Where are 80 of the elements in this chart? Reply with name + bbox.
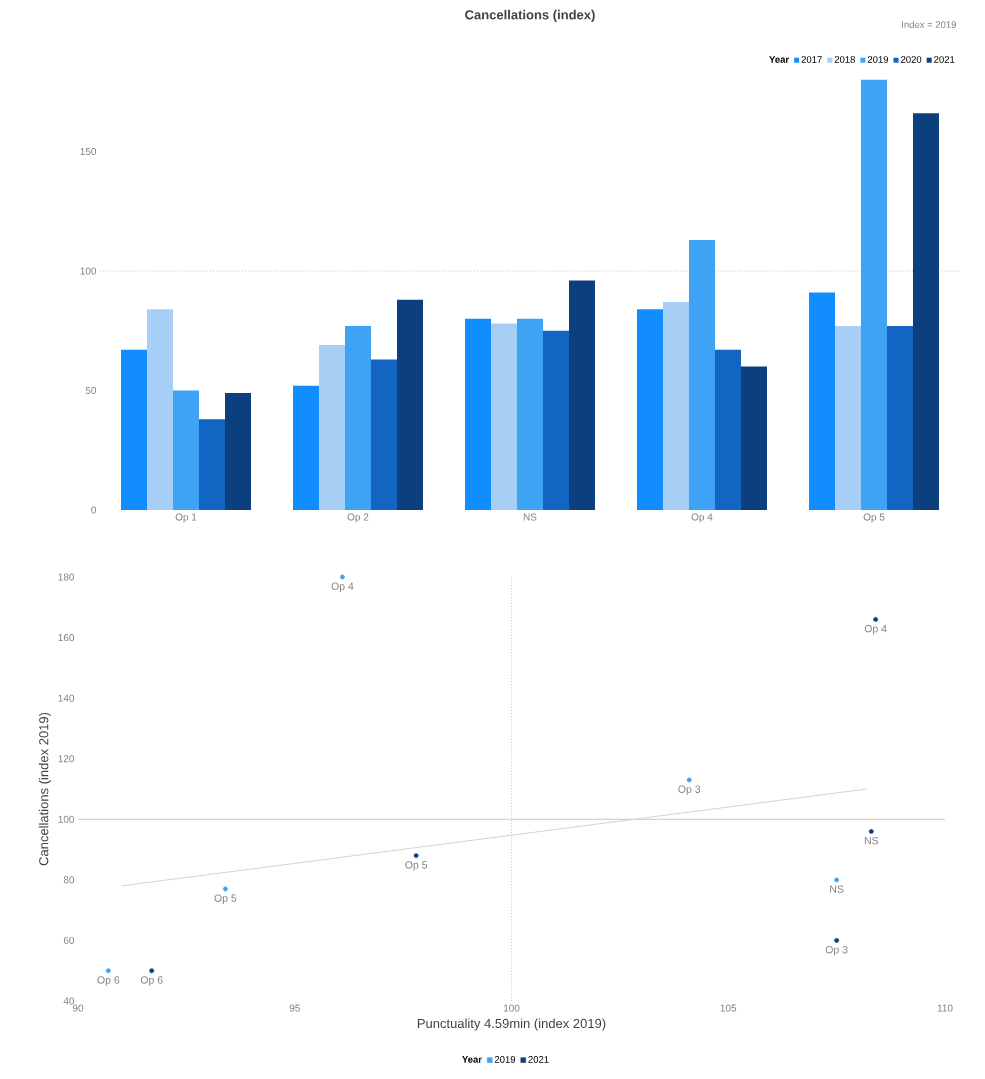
y-tick-label: 50 — [85, 386, 97, 395]
bar — [173, 390, 199, 510]
bar — [662, 302, 689, 510]
annotation: Op 6 — [97, 976, 120, 986]
point — [222, 886, 228, 892]
x-tick-label: 95 — [289, 1004, 300, 1012]
bar — [465, 318, 491, 510]
x-tick-label: 105 — [720, 1004, 737, 1012]
annotation: Op 5 — [405, 861, 428, 871]
bar — [714, 349, 741, 510]
x-tick-label: NS — [523, 513, 537, 521]
bar — [397, 299, 423, 510]
y-tick-label: 150 — [80, 147, 97, 156]
point — [105, 968, 111, 974]
bar — [636, 309, 663, 510]
annotation: Op 4 — [331, 582, 354, 593]
legend-label: 2017 — [801, 56, 822, 63]
bar — [860, 79, 887, 510]
bar — [808, 292, 835, 510]
y-tick-label: 160 — [58, 634, 75, 642]
y-tick-label: 0 — [91, 506, 97, 514]
bar — [293, 385, 319, 510]
legend-label: 2020 — [900, 56, 922, 63]
bar — [225, 392, 251, 510]
chart-title: Cancellations (index) — [465, 9, 595, 22]
x-tick-label: 100 — [503, 1004, 520, 1012]
point — [413, 853, 419, 859]
bar — [490, 323, 517, 510]
bar — [516, 318, 543, 510]
annotation: Op 3 — [825, 945, 848, 956]
bar — [345, 325, 371, 510]
point — [340, 574, 345, 580]
point — [149, 968, 155, 974]
y-axis-title: Cancellations (index 2019) — [38, 712, 51, 866]
y-tick-label: 120 — [58, 755, 75, 763]
x-tick-label: 110 — [937, 1004, 953, 1012]
point — [834, 877, 840, 883]
annotation: NS — [830, 885, 844, 893]
text: Index = 2019 — [902, 20, 956, 28]
bar — [912, 113, 939, 510]
annotation: Op 6 — [140, 976, 163, 986]
annotation: Op 3 — [678, 785, 701, 795]
y-tick-label: 140 — [58, 694, 75, 702]
y-tick-label: 100 — [58, 815, 75, 823]
y-tick-label: 100 — [80, 267, 97, 275]
annotation: Op 4 — [864, 624, 887, 635]
bar — [886, 325, 913, 510]
annotation: Op 5 — [214, 894, 237, 904]
legend-title: Year — [769, 56, 789, 63]
legend-label: 2019 — [494, 1056, 516, 1063]
legend-label: 2021 — [934, 56, 955, 63]
x-tick-label: Op 5 — [863, 513, 885, 523]
point — [868, 828, 874, 834]
bar — [740, 366, 767, 510]
bar — [121, 349, 147, 510]
x-tick-label: Op 1 — [175, 513, 197, 523]
x-tick-label: Op 2 — [347, 513, 369, 523]
bar — [199, 419, 225, 510]
bar — [688, 239, 715, 510]
point — [834, 938, 840, 943]
bar — [319, 345, 345, 510]
bar — [569, 280, 595, 510]
bar — [371, 359, 397, 510]
y-tick-label: 180 — [58, 573, 75, 581]
bar — [147, 309, 173, 510]
x-tick-label: Op 4 — [691, 513, 713, 523]
point — [686, 777, 692, 783]
bar — [543, 330, 569, 510]
legend-title: Year — [462, 1056, 482, 1063]
y-tick-label: 40 — [63, 997, 75, 1005]
legend-label: 2021 — [528, 1056, 549, 1063]
x-tick-label: 90 — [72, 1004, 84, 1012]
legend-label: 2018 — [834, 56, 855, 63]
x-axis-title: Punctuality 4.59min (index 2019) — [417, 1018, 606, 1031]
bar — [834, 325, 861, 510]
y-tick-label: 80 — [63, 876, 75, 884]
legend-label: 2019 — [867, 56, 889, 63]
y-tick-label: 60 — [63, 936, 75, 944]
annotation: NS — [864, 836, 879, 845]
point — [873, 616, 879, 622]
